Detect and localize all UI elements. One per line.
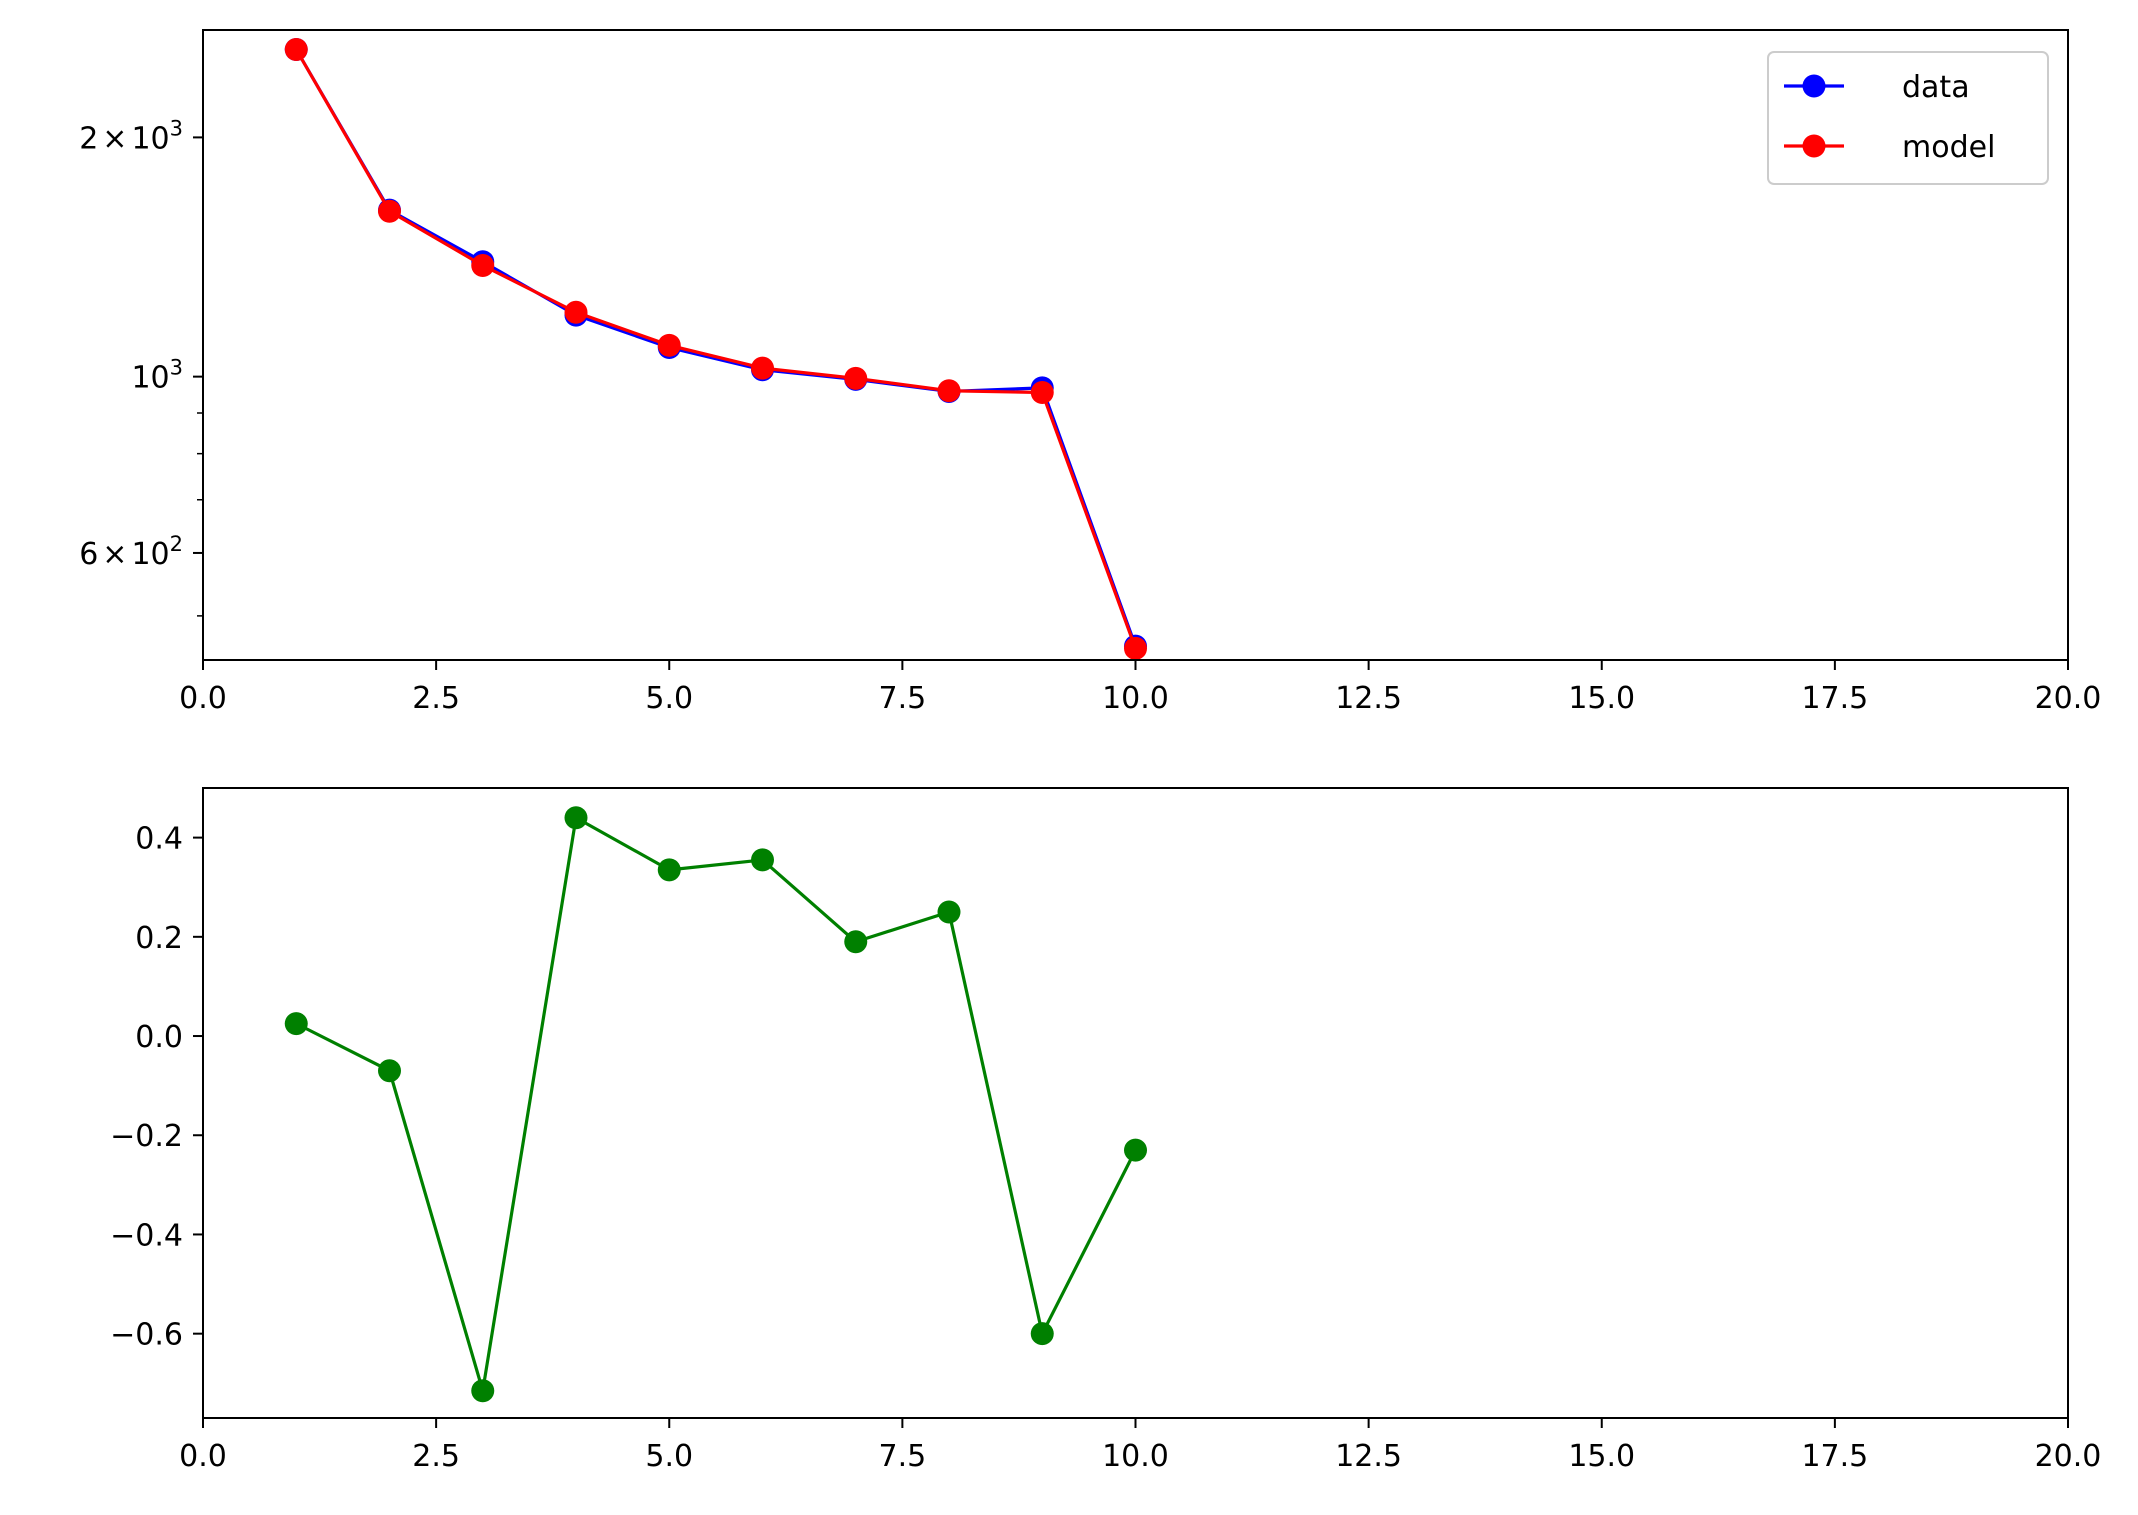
data-point-series (1124, 1138, 1147, 1162)
y-tick-label: 2 × 103 (79, 116, 183, 156)
y-tick-label: 103 (131, 356, 183, 396)
top-subplot: 0.0 2.5 5.0 7.5 10.0 12.5 15.0 17.5 20.06 × 102103… (79, 29, 2102, 716)
y-tick-times: × (102, 537, 127, 572)
y-tick-label: −0.4 (110, 1218, 183, 1253)
legend-marker-data (1802, 74, 1826, 98)
x-tick-label: 0.0 (179, 681, 227, 716)
axes-frame (202, 29, 2069, 661)
x-tick-label: 12.5 (1335, 1439, 1402, 1474)
x-tick-label: 7.5 (879, 1439, 927, 1474)
series-line-data (294, 48, 1138, 647)
series-line-model (294, 48, 1138, 649)
data-point-model (657, 333, 681, 357)
data-point-model (471, 253, 495, 277)
x-tick-label: 7.5 (879, 681, 927, 716)
data-point-series (378, 1059, 401, 1083)
data-point-model (937, 379, 961, 403)
data-point-series (1030, 1322, 1054, 1346)
legend-marker-model (1802, 134, 1826, 158)
x-tick-label: 17.5 (1801, 1439, 1868, 1474)
data-point-model (1124, 636, 1147, 660)
x-tick-label: 15.0 (1568, 681, 1635, 716)
y-tick-label: 6 × 102 (79, 532, 183, 572)
x-tick-label: 12.5 (1335, 681, 1402, 716)
y-tick-base: 10 (131, 121, 169, 156)
y-tick-times: × (102, 121, 127, 156)
data-point-model (564, 300, 588, 324)
x-tick-label: 17.5 (1801, 681, 1868, 716)
x-tick-label: 2.5 (412, 681, 460, 716)
y-tick-label: 0.2 (135, 921, 183, 956)
y-tick-mantissa: 6 (79, 537, 98, 572)
y-tick-label: −0.6 (110, 1318, 183, 1353)
data-point-series (284, 1012, 308, 1036)
y-tick-exponent: 3 (170, 356, 183, 380)
data-point-series (844, 930, 868, 954)
data-point-model (284, 38, 308, 62)
data-point-series (657, 858, 681, 882)
x-tick-label: 15.0 (1568, 1439, 1635, 1474)
y-tick-exponent: 3 (170, 116, 183, 140)
data-point-series (564, 806, 588, 830)
series-line-series (295, 816, 1137, 1393)
y-tick-exponent: 2 (170, 532, 183, 556)
data-point-model (844, 366, 868, 390)
data-point-model (1030, 381, 1054, 405)
data-point-model (378, 199, 401, 223)
data-point-series (937, 900, 961, 924)
y-tick-label: 0.4 (135, 822, 183, 857)
x-tick-label: 10.0 (1102, 681, 1169, 716)
y-tick-base: 10 (131, 361, 169, 396)
data-point-model (751, 356, 774, 380)
data-point-series (471, 1379, 495, 1403)
legend-label-data: data (1902, 70, 1970, 105)
y-tick-label: 0.0 (135, 1020, 183, 1055)
x-tick-label: 10.0 (1102, 1439, 1169, 1474)
x-tick-label: 20.0 (2035, 1439, 2102, 1474)
y-tick-label: −0.2 (110, 1119, 183, 1154)
y-tick-base: 10 (131, 537, 169, 572)
y-tick-mantissa: 2 (79, 121, 98, 156)
axes-frame (202, 787, 2069, 1419)
bottom-subplot: 0.0 2.5 5.0 7.5 10.0 12.5 15.0 17.5 20.0 0.4 0.2 0.… (110, 787, 2102, 1474)
x-tick-label: 5.0 (645, 681, 693, 716)
data-point-series (751, 848, 774, 872)
x-tick-label: 0.0 (179, 1439, 227, 1474)
x-tick-label: 5.0 (645, 1439, 693, 1474)
x-tick-label: 20.0 (2035, 681, 2102, 716)
legend-label-model: model (1902, 130, 1995, 165)
x-tick-label: 2.5 (412, 1439, 460, 1474)
